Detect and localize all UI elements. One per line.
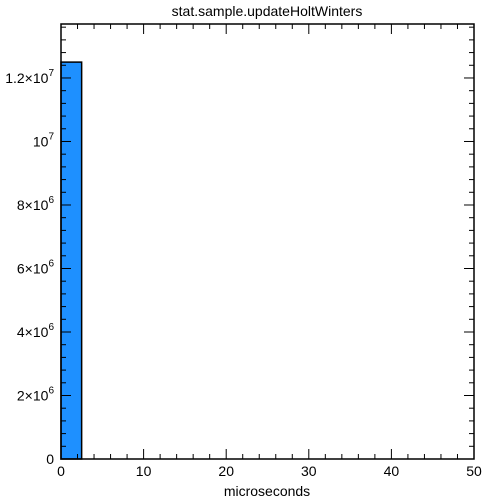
y-tick-label: 107 bbox=[33, 131, 55, 149]
plot-frame bbox=[60, 23, 475, 460]
chart-title: stat.sample.updateHoltWinters bbox=[172, 3, 363, 19]
bars-layer bbox=[60, 61, 83, 460]
x-tick-label: 20 bbox=[218, 463, 234, 479]
x-tick-label: 40 bbox=[384, 463, 400, 479]
y-tick-label: 2×106 bbox=[17, 385, 55, 403]
y-tick-label: 1.2×107 bbox=[5, 68, 54, 86]
tick-labels-layer: 0 10 20 30 40 50 0 2×106 4×106 6×106 8×106 107 1.2×1… bbox=[5, 68, 482, 479]
x-axis-label: microseconds bbox=[224, 483, 310, 499]
y-tick-label: 6×106 bbox=[17, 258, 55, 276]
y-tick-label: 0 bbox=[46, 451, 54, 467]
y-tick-label: 8×106 bbox=[17, 195, 55, 213]
histogram-bar-0 bbox=[60, 61, 83, 460]
y-tick-label: 4×106 bbox=[17, 322, 55, 340]
x-tick-label: 50 bbox=[466, 463, 482, 479]
ticks-layer bbox=[60, 24, 475, 460]
x-tick-label: 0 bbox=[57, 463, 65, 479]
x-tick-label: 30 bbox=[301, 463, 317, 479]
x-tick-label: 10 bbox=[136, 463, 152, 479]
